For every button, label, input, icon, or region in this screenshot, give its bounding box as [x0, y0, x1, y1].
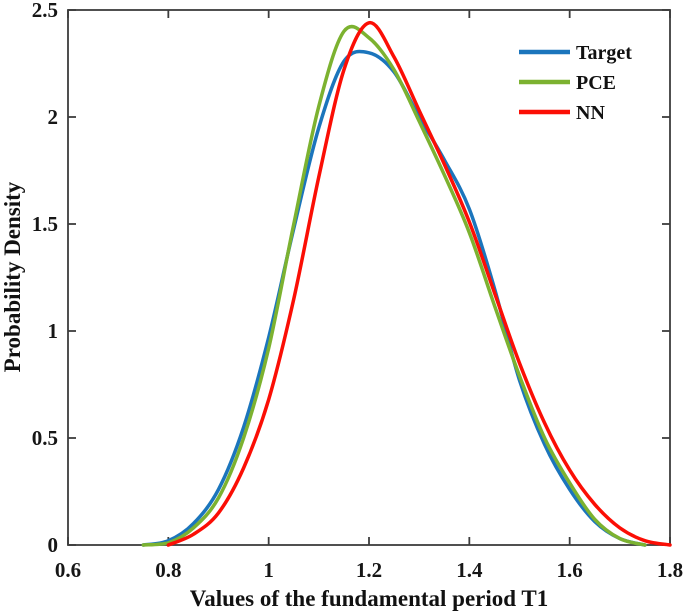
y-tick-label: 2	[48, 105, 59, 129]
plot-area: 0.6 0.8 1 1.2 1.4 1.6 1.8 0 0.5 1 1.5 2 2.5	[32, 0, 683, 582]
x-tick-label: 0.8	[155, 558, 181, 582]
legend-label-target: Target	[576, 42, 632, 64]
legend-entry-target: Target	[519, 42, 632, 64]
x-tick-label: 0.6	[55, 558, 81, 582]
x-tick-label: 1	[263, 558, 274, 582]
x-tick-label: 1.8	[657, 558, 683, 582]
x-tick-label: 1.2	[356, 558, 382, 582]
legend-entry-nn: NN	[519, 102, 605, 124]
x-tick-label: 1.4	[456, 558, 483, 582]
y-tick-label: 2.5	[32, 0, 58, 22]
y-axis-title: Probability Density	[0, 181, 25, 372]
legend: Target PCE NN	[519, 42, 632, 124]
legend-label-nn: NN	[576, 102, 605, 124]
curve-pce	[141, 24, 647, 547]
legend-label-pce: PCE	[576, 72, 616, 94]
legend-entry-pce: PCE	[519, 72, 616, 94]
curve-target	[141, 49, 647, 547]
x-axis-title: Values of the fundamental period T1	[190, 586, 548, 611]
y-tick-label: 1.5	[32, 212, 58, 236]
y-tick-label: 1	[48, 319, 59, 343]
y-tick-label: 0.5	[32, 426, 58, 450]
x-tick-label: 1.6	[557, 558, 583, 582]
y-tick-label: 0	[48, 533, 59, 557]
curve-nn	[166, 21, 672, 547]
